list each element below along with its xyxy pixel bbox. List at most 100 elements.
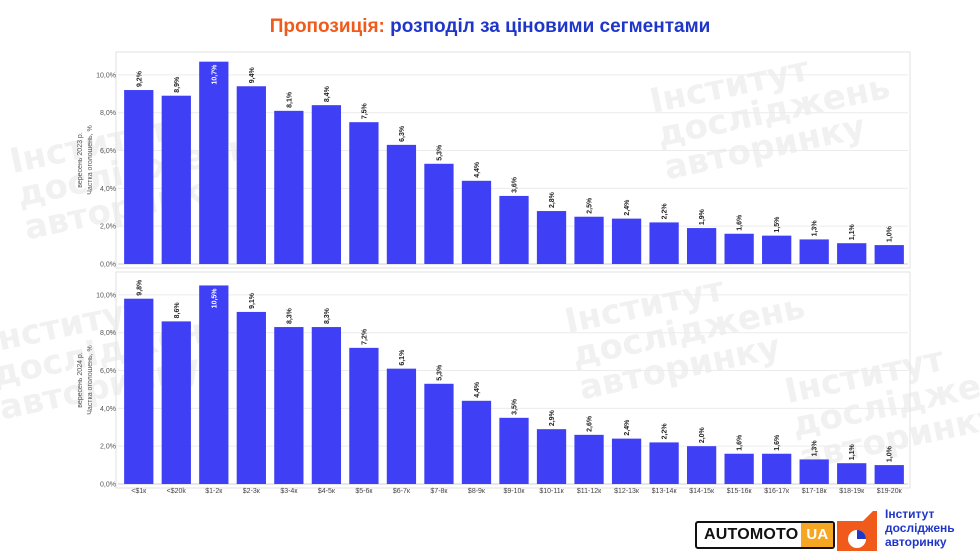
bar xyxy=(649,222,679,264)
bar xyxy=(799,459,829,484)
bar xyxy=(424,383,454,484)
x-tick-label: <$1к xyxy=(131,488,147,495)
bar xyxy=(236,86,266,264)
data-label: 8,9% xyxy=(174,76,181,93)
bar xyxy=(499,417,529,484)
x-tick-label: $7-8к xyxy=(430,488,448,495)
bar xyxy=(236,311,266,484)
bar xyxy=(724,233,754,264)
data-label: 1,6% xyxy=(737,214,744,231)
bar xyxy=(762,235,792,264)
data-label: 8,3% xyxy=(324,307,331,324)
data-label: 10,7% xyxy=(211,64,218,85)
bar xyxy=(461,180,492,264)
x-tick-label: $18-19к xyxy=(839,488,865,495)
bar xyxy=(124,298,154,484)
x-tick-label: $16-17к xyxy=(764,488,790,495)
bar xyxy=(274,327,304,484)
data-label: 8,1% xyxy=(286,91,293,108)
bar xyxy=(199,61,229,264)
bar xyxy=(461,400,492,484)
bar xyxy=(874,245,904,264)
y-axis-label: Частка оголошень, % xyxy=(87,125,94,195)
automoto-logo: AUTOMOTO UA xyxy=(695,521,836,549)
x-tick-label: $12-13к xyxy=(614,488,640,495)
data-label: 6,3% xyxy=(399,125,406,142)
bar xyxy=(311,327,342,484)
bar xyxy=(199,285,229,484)
bar xyxy=(536,211,567,264)
x-tick-label: $11-12к xyxy=(577,488,602,495)
x-tick-label: $6-7к xyxy=(393,488,411,495)
x-tick-label: $10-11к xyxy=(539,488,564,495)
data-label: 7,5% xyxy=(361,102,368,119)
bar xyxy=(161,95,191,264)
x-tick-label: $1-2к xyxy=(205,488,223,495)
bar xyxy=(574,434,604,484)
y-axis-label: вересень 2023 р. xyxy=(77,132,84,188)
data-label: 1,3% xyxy=(812,440,819,457)
x-tick-label: $4-5к xyxy=(318,488,336,495)
bar xyxy=(611,218,642,264)
bar xyxy=(799,239,829,264)
y-tick-label: 2,0% xyxy=(100,224,116,231)
y-tick-label: 6,0% xyxy=(100,368,116,375)
x-tick-label: $2-3к xyxy=(243,488,261,495)
data-label: 2,4% xyxy=(624,199,631,216)
bar xyxy=(274,110,304,264)
data-label: 9,1% xyxy=(249,292,256,309)
bar xyxy=(349,347,379,484)
y-tick-label: 0,0% xyxy=(100,482,116,489)
bar xyxy=(837,243,867,264)
chart-panel-frame xyxy=(115,271,911,489)
data-label: 2,2% xyxy=(662,423,669,440)
data-label: 4,4% xyxy=(474,381,481,398)
data-label: 2,5% xyxy=(587,197,594,214)
data-label: 1,3% xyxy=(812,220,819,237)
data-label: 9,4% xyxy=(249,67,256,84)
bar xyxy=(686,228,717,264)
data-label: 9,2% xyxy=(136,70,143,87)
data-label: 3,6% xyxy=(512,176,519,193)
y-tick-label: 6,0% xyxy=(100,148,116,155)
title-accent: Пропозиція: xyxy=(269,16,385,37)
data-label: 2,4% xyxy=(624,419,631,436)
y-axis-label: Частка оголошень, % xyxy=(87,345,94,415)
x-tick-label: <$20k xyxy=(167,488,187,495)
bar xyxy=(574,216,604,264)
institute-line-1: Інститут xyxy=(885,507,935,521)
chart-panel-frame xyxy=(115,51,911,269)
bar xyxy=(424,163,454,264)
data-label: 2,9% xyxy=(549,409,556,426)
bar xyxy=(161,321,191,484)
data-label: 1,5% xyxy=(774,216,781,233)
y-tick-label: 10,0% xyxy=(96,292,116,299)
bar xyxy=(349,122,379,264)
x-tick-label: $14-15к xyxy=(689,488,715,495)
bar xyxy=(837,463,867,484)
bar xyxy=(536,429,567,484)
bar xyxy=(724,453,754,484)
title-text: розподіл за ціновими сегментами xyxy=(390,16,711,37)
y-tick-label: 8,0% xyxy=(100,110,116,117)
bar xyxy=(686,446,717,484)
data-label: 1,0% xyxy=(887,445,894,462)
y-tick-label: 2,0% xyxy=(100,444,116,451)
y-tick-label: 10,0% xyxy=(96,72,116,79)
automoto-text: AUTOMOTO xyxy=(704,526,799,543)
x-tick-label: $17-18к xyxy=(802,488,828,495)
data-label: 2,2% xyxy=(662,203,669,220)
bar xyxy=(874,465,904,484)
bar xyxy=(649,442,679,484)
data-label: 4,4% xyxy=(474,161,481,178)
x-tick-label: $13-14к xyxy=(652,488,678,495)
data-label: 5,3% xyxy=(436,364,443,381)
x-tick-label: $15-16к xyxy=(727,488,753,495)
bar xyxy=(386,368,417,484)
bar xyxy=(611,438,642,484)
y-tick-label: 0,0% xyxy=(100,262,116,269)
x-tick-label: $3-4к xyxy=(280,488,298,495)
data-label: 1,1% xyxy=(849,443,856,460)
data-label: 2,0% xyxy=(699,426,706,443)
bar xyxy=(386,144,417,264)
